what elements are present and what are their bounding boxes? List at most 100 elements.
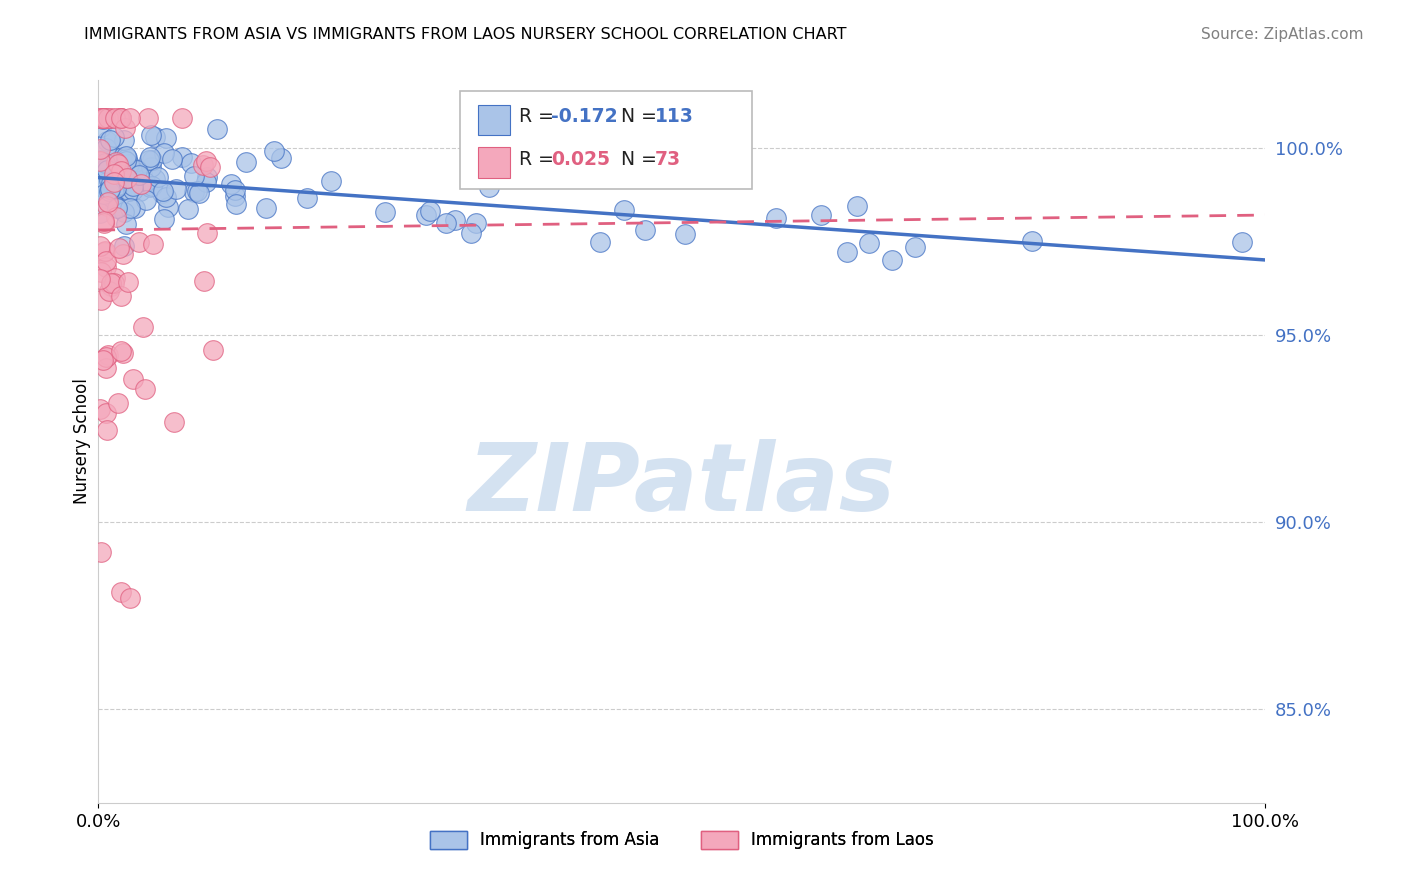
Point xyxy=(150,186,173,201)
Point xyxy=(138,150,160,164)
Point xyxy=(139,160,162,174)
Point xyxy=(131,175,153,189)
Point xyxy=(96,423,118,437)
Point xyxy=(155,131,177,145)
Point xyxy=(121,163,143,178)
Point xyxy=(108,111,131,125)
Point xyxy=(94,254,117,268)
Point xyxy=(97,348,120,362)
Point xyxy=(195,175,218,189)
Point xyxy=(98,284,121,298)
Point xyxy=(224,183,246,197)
Point xyxy=(131,173,153,187)
Point xyxy=(93,187,115,202)
Text: 0.025: 0.025 xyxy=(551,150,610,169)
Point xyxy=(105,201,128,215)
Point xyxy=(858,236,880,251)
Point xyxy=(105,211,128,225)
Point xyxy=(195,227,218,241)
Point xyxy=(111,150,134,164)
Point xyxy=(97,195,120,210)
Point xyxy=(98,133,121,147)
Point xyxy=(108,241,131,255)
Point xyxy=(114,120,136,135)
Point xyxy=(235,155,257,169)
Point xyxy=(100,111,122,125)
Point xyxy=(224,188,246,202)
Point xyxy=(110,111,132,125)
Point xyxy=(1021,234,1043,248)
Point xyxy=(165,182,187,196)
Point xyxy=(115,170,138,185)
Point xyxy=(112,133,135,147)
Bar xyxy=(478,105,510,136)
Point xyxy=(89,178,111,193)
Point xyxy=(191,158,214,172)
Point xyxy=(110,111,132,125)
Point xyxy=(107,396,129,410)
Point xyxy=(100,276,122,290)
Point xyxy=(1230,235,1253,250)
Point xyxy=(90,120,112,135)
Point xyxy=(94,111,117,125)
Point xyxy=(93,216,115,230)
Text: Source: ZipAtlas.com: Source: ZipAtlas.com xyxy=(1201,27,1364,42)
Point xyxy=(93,244,115,259)
Point xyxy=(96,162,118,177)
Point xyxy=(125,163,148,178)
Point xyxy=(183,169,205,183)
Point xyxy=(131,166,153,180)
Point xyxy=(97,157,120,171)
Point xyxy=(478,179,501,194)
Point xyxy=(835,244,858,259)
Point xyxy=(118,157,141,171)
Point xyxy=(219,177,242,191)
Text: 73: 73 xyxy=(655,150,681,169)
Point xyxy=(143,129,166,144)
Point xyxy=(89,272,111,286)
Point xyxy=(89,111,111,125)
Point xyxy=(142,236,165,251)
Point xyxy=(107,157,129,171)
Point xyxy=(111,346,134,360)
Point xyxy=(153,146,176,161)
Point xyxy=(122,371,145,385)
Point xyxy=(94,244,117,258)
Point xyxy=(103,277,125,291)
Point xyxy=(94,140,117,154)
Point xyxy=(765,211,787,226)
Point xyxy=(177,202,200,216)
Point xyxy=(321,174,343,188)
Point xyxy=(115,151,138,165)
Legend: Immigrants from Asia, Immigrants from Laos: Immigrants from Asia, Immigrants from La… xyxy=(423,824,941,856)
Point xyxy=(118,184,141,198)
Point xyxy=(110,289,132,303)
Point xyxy=(193,274,215,288)
Point xyxy=(118,591,141,606)
Point xyxy=(415,208,437,222)
Point xyxy=(115,148,138,162)
Point xyxy=(148,169,170,184)
Point xyxy=(186,184,208,198)
Point xyxy=(880,252,903,267)
Point xyxy=(634,223,657,237)
Point xyxy=(89,142,111,156)
Point xyxy=(115,171,138,186)
Text: 113: 113 xyxy=(655,107,695,126)
Point xyxy=(128,169,150,183)
Text: ZIPatlas: ZIPatlas xyxy=(468,439,896,531)
Point xyxy=(419,204,441,219)
Point xyxy=(96,134,118,148)
Point xyxy=(134,175,156,189)
Text: N =: N = xyxy=(621,107,664,126)
Point xyxy=(225,196,247,211)
Point xyxy=(100,278,122,293)
Point xyxy=(94,111,117,125)
Point xyxy=(170,111,193,125)
Text: -0.172: -0.172 xyxy=(551,107,617,126)
Point xyxy=(103,151,125,165)
Point xyxy=(131,178,153,192)
Point xyxy=(205,122,228,136)
Point xyxy=(135,193,157,207)
Text: N =: N = xyxy=(621,150,664,169)
